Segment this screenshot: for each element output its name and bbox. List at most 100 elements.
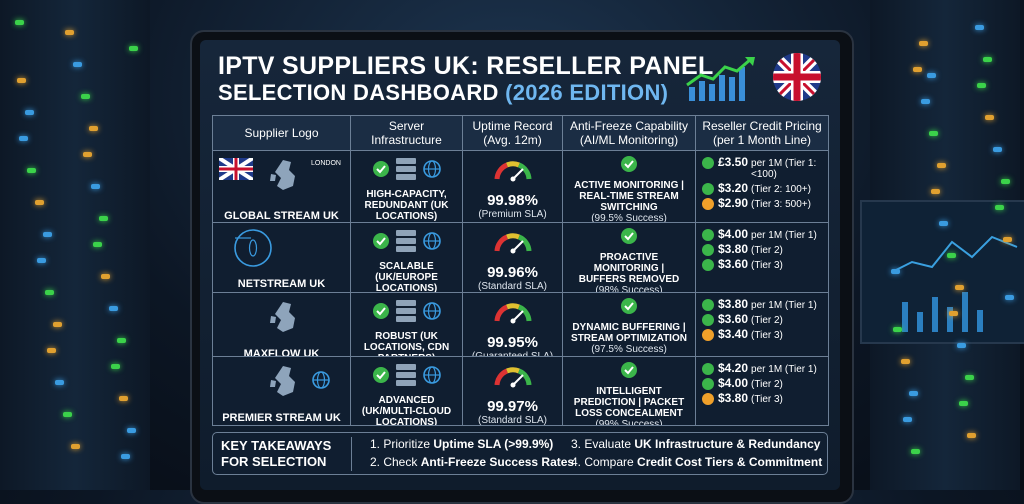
supplier-cell: MAXFLOW UK: [212, 292, 351, 357]
price-note: (Tier 2): [751, 315, 783, 326]
led: [45, 290, 54, 295]
infra-text: HIGH-CAPACITY, REDUNDANT (UK LOCATIONS): [364, 189, 449, 222]
infra-icons: [351, 299, 462, 328]
price: $3.40: [718, 327, 749, 341]
gauge-icon: [493, 229, 533, 260]
map-icon: [263, 298, 303, 343]
gauge-icon: [493, 299, 533, 330]
coin: [702, 198, 714, 210]
title-line1: IPTV SUPPLIERS UK: RESELLER PANEL: [218, 52, 714, 80]
supplier-cell: NETSTREAM UK: [212, 222, 351, 293]
price-line: $3.60 (Tier 2): [702, 313, 828, 326]
uk-flag-round: [773, 53, 821, 101]
infra-text: ROBUST (UK LOCATIONS, CDN PARTNERS): [363, 331, 450, 356]
coin: [702, 259, 714, 271]
infra-icons: [351, 229, 462, 258]
price-note: per 1M (Tier 1): [751, 230, 817, 241]
led: [111, 364, 120, 369]
uptime-value: 99.96%: [487, 264, 538, 281]
price-note: (Tier 2): [751, 379, 783, 390]
supplier-name: NETSTREAM UK: [237, 278, 326, 290]
check-icon: [620, 361, 638, 384]
led: [893, 327, 902, 332]
supplier-logo: [213, 298, 350, 338]
header-cell: Reseller Credit Pricing (per 1 Month Line…: [695, 115, 829, 151]
takeaway-item: 3. Evaluate UK Infrastructure & Redundan…: [571, 437, 820, 451]
led: [903, 417, 912, 422]
led: [73, 62, 82, 67]
led: [911, 449, 920, 454]
infra-cell: SCALABLE (UK/EUROPE LOCATIONS): [350, 222, 463, 293]
price-line: $4.20 per 1M (Tier 1): [702, 361, 828, 375]
price-line: $4.00 (Tier 2): [702, 376, 828, 390]
led: [91, 184, 100, 189]
led: [101, 274, 110, 279]
gauge-icon-svg: [494, 303, 531, 324]
led: [901, 359, 910, 364]
led: [983, 57, 992, 62]
antifreeze-cell: DYNAMIC BUFFERING | STREAM OPTIMIZATION(…: [562, 292, 696, 357]
pricing-cell: $4.20 per 1M (Tier 1) $4.00 (Tier 2) $3.80 (T…: [695, 356, 829, 426]
price: $3.80: [718, 391, 749, 405]
map-icon: [263, 156, 303, 201]
led: [985, 115, 994, 120]
price-line: $3.40 (Tier 3): [702, 327, 828, 341]
uptime-cell: 99.95% (Guaranteed SLA): [462, 292, 563, 357]
coin: [702, 329, 714, 341]
price: $4.00: [718, 376, 749, 390]
divider: [351, 437, 352, 471]
takeaway-lead: 2. Check: [370, 455, 418, 469]
led: [919, 41, 928, 46]
check-icon: [620, 227, 638, 250]
coin: [702, 378, 714, 390]
led: [65, 30, 74, 35]
price: $3.80: [718, 297, 749, 311]
header-subtitle: (Avg. 12m): [483, 133, 542, 147]
gauge-icon: [493, 157, 533, 188]
led: [939, 221, 948, 226]
led: [81, 94, 90, 99]
server-icon: [394, 299, 418, 328]
takeaway-bold: UK Infrastructure & Redundancy: [634, 437, 821, 451]
led: [909, 391, 918, 396]
takeaway-item: 4. Compare Credit Cost Tiers & Commitmen…: [571, 455, 822, 469]
led: [977, 83, 986, 88]
supplier-name: GLOBAL STREAM UK: [224, 210, 339, 222]
led: [949, 311, 958, 316]
map-icon-svg: [270, 302, 295, 332]
led: [117, 338, 126, 343]
coin: [702, 363, 714, 375]
pricing-cell: $3.80 per 1M (Tier 1) $3.60 (Tier 2) $3.40 (T…: [695, 292, 829, 357]
header-title: Anti-Freeze Capability: [569, 119, 689, 133]
coin: [702, 157, 714, 169]
server-icon-svg: [395, 300, 416, 322]
header-cell: Server Infrastructure: [350, 115, 463, 151]
price-note: (Tier 3): [751, 394, 783, 405]
globe-icon-svg: [312, 371, 330, 389]
led: [955, 285, 964, 290]
header-title: Reseller Credit Pricing: [702, 119, 822, 133]
uptime-sla: (Standard SLA): [478, 415, 547, 426]
price-line: $3.80 (Tier 3): [702, 391, 828, 405]
check-icon-svg: [372, 303, 389, 319]
background-chart: [891, 235, 1018, 332]
growth-icon: [686, 57, 755, 101]
coin: [702, 314, 714, 326]
header-cell: Supplier Logo: [212, 115, 351, 151]
map-icon-svg: [270, 366, 295, 396]
check-icon-svg: [372, 367, 389, 383]
led: [93, 242, 102, 247]
coin: [702, 229, 714, 241]
header-title: Server: [388, 119, 425, 133]
price-note: per 1M (Tier 1): [751, 364, 817, 375]
led: [71, 444, 80, 449]
price-note: (Tier 2: 100+): [751, 184, 811, 195]
price: $4.00: [718, 227, 749, 241]
gauge-icon-svg: [494, 367, 531, 388]
gauge-icon-svg: [494, 161, 531, 182]
price: $3.60: [718, 257, 749, 271]
price: $4.20: [718, 361, 749, 375]
led: [27, 168, 36, 173]
takeaway-item: 1. Prioritize Uptime SLA (>99.9%): [370, 437, 553, 451]
price-line: £3.50 per 1M (Tier 1: <100): [702, 156, 828, 180]
